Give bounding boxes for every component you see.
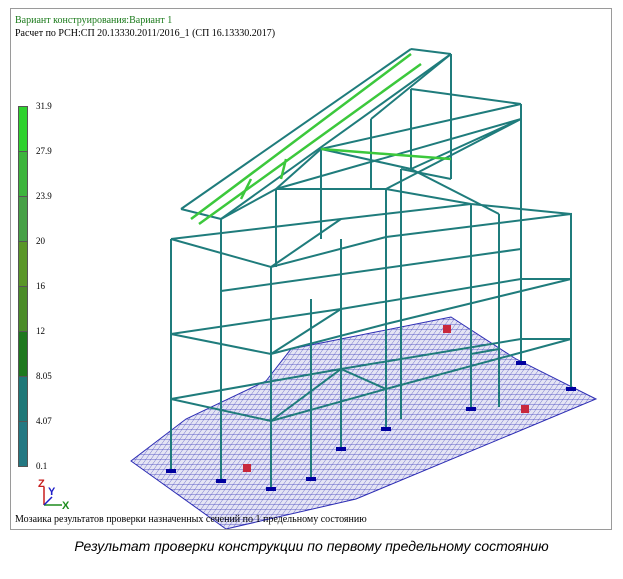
status-footer: Мозаика результатов проверки назначенных… (15, 514, 367, 525)
frame-3d-view[interactable] (11, 9, 612, 530)
axis-triad: Z Y X (38, 478, 70, 512)
legend-tick-label: 20 (36, 236, 45, 246)
legend-tick-label: 4.07 (36, 416, 52, 426)
figure-caption: Результат проверки конструкции по первом… (74, 538, 549, 554)
legend-segment (18, 241, 28, 287)
support-markers (166, 361, 576, 491)
highlighted-members (190, 53, 452, 226)
legend-tick-label: 27.9 (36, 146, 52, 156)
axis-x-label: X (62, 500, 70, 512)
legend-segment (18, 421, 28, 467)
foundation-slab (130, 316, 598, 529)
legend-segment (18, 331, 28, 377)
legend-tick-label: 31.9 (36, 101, 52, 111)
legend-tick-label: 12 (36, 326, 45, 336)
legend-tick-label: 8.05 (36, 371, 52, 381)
variant-title: Вариант конструирования:Вариант 1 (15, 15, 173, 26)
legend-segment (18, 376, 28, 422)
color-legend: 31.9 27.9 23.9 20 16 12 8.05 4.07 0.1 (18, 101, 52, 471)
node-markers (243, 325, 529, 472)
axis-z-label: Z (38, 478, 45, 490)
model-viewport[interactable]: Вариант конструирования:Вариант 1 Расчет… (10, 8, 612, 530)
steel-frame (170, 48, 572, 489)
legend-segment (18, 151, 28, 197)
legend-segment (18, 196, 28, 242)
calc-norm-title: Расчет по РСН:СП 20.13330.2011/2016_1 (С… (15, 28, 276, 39)
legend-segment (18, 106, 28, 152)
legend-segment (18, 286, 28, 332)
axis-y-label: Y (48, 486, 56, 498)
legend-tick-label: 16 (36, 281, 45, 291)
legend-tick-label: 0.1 (36, 461, 48, 471)
legend-tick-label: 23.9 (36, 191, 52, 201)
